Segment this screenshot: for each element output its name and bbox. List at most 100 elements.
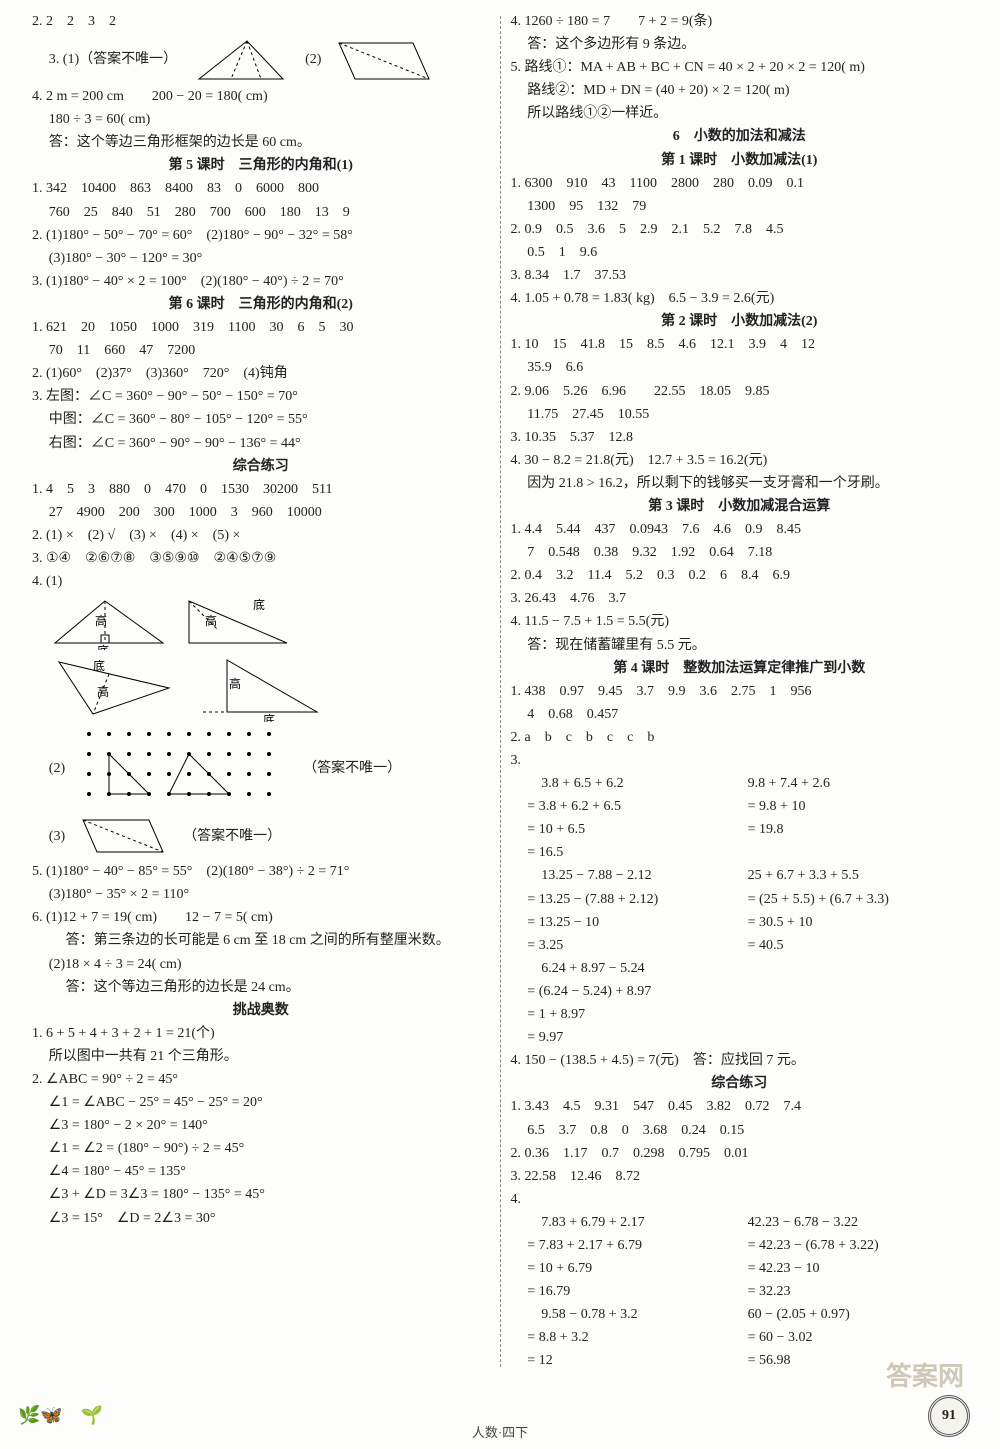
- text: 35.9 6.6: [511, 356, 969, 379]
- text: 答：这个等边三角形框架的边长是 60 cm。: [32, 131, 490, 154]
- text: 1. 438 0.97 9.45 3.7 9.9 3.6 2.75 1 956: [511, 680, 969, 703]
- text: 4. 2 m = 200 cm 200 − 20 = 180( cm): [32, 85, 490, 108]
- chapter-title: 6 小数的加法和减法: [511, 125, 969, 148]
- text: ∠3 + ∠D = 3∠3 = 180° − 135° = 45°: [32, 1183, 490, 1206]
- text: 所以路线①②一样近。: [511, 102, 969, 125]
- svg-text:底: 底: [93, 658, 105, 673]
- section-title: 第 5 课时 三角形的内角和(1): [32, 154, 490, 177]
- text: (2)18 × 4 ÷ 3 = 24( cm): [32, 953, 490, 976]
- text: 3. 26.43 4.76 3.7: [511, 587, 969, 610]
- text: (3): [49, 825, 65, 848]
- section-title: 第 3 课时 小数加减混合运算: [511, 495, 969, 518]
- parallelogram-figure: [79, 814, 169, 858]
- svg-text:底: 底: [253, 597, 265, 612]
- text: 27 4900 200 300 1000 3 960 10000: [32, 501, 490, 524]
- left-column: 2. 2 2 3 2 3. (1)（答案不唯一） (2) 4. 2 m = 20…: [22, 10, 500, 1373]
- calc-step: 60 − (2.05 + 0.97): [748, 1303, 968, 1326]
- calc-step: = 42.23 − 10: [748, 1257, 968, 1280]
- text: 2. 0.4 3.2 11.4 5.2 0.3 0.2 6 8.4 6.9: [511, 564, 969, 587]
- text: 760 25 840 51 280 700 600 180 13 9: [32, 201, 490, 224]
- section-title: 挑战奥数: [32, 999, 490, 1022]
- text: 1. 6 + 5 + 4 + 3 + 2 + 1 = 21(个): [32, 1022, 490, 1045]
- text: ∠3 = 180° − 2 × 20° = 140°: [32, 1114, 490, 1137]
- text: ∠1 = ∠2 = (180° − 90°) ÷ 2 = 45°: [32, 1137, 490, 1160]
- dot-grid-figure: [79, 724, 289, 812]
- text: 4. 150 − (138.5 + 4.5) = 7(元) 答：应找回 7 元。: [511, 1049, 969, 1072]
- text: 2. (1) × (2) √ (3) × (4) × (5) ×: [32, 524, 490, 547]
- text: 2. 0.9 0.5 3.6 5 2.9 2.1 5.2 7.8 4.5: [511, 218, 969, 241]
- text: 2. (1)180° − 50° − 70° = 60° (2)180° − 9…: [32, 224, 490, 247]
- calc-step: 13.25 − 7.88 − 2.12: [527, 864, 747, 887]
- text: 答：现在储蓄罐里有 5.5 元。: [511, 634, 969, 657]
- text: 答：第三条边的长可能是 6 cm 至 18 cm 之间的所有整厘米数。: [32, 929, 490, 952]
- text: 3. 22.58 12.46 8.72: [511, 1165, 969, 1188]
- text: 2. 0.36 1.17 0.7 0.298 0.795 0.01: [511, 1142, 969, 1165]
- svg-text:底: 底: [97, 643, 109, 650]
- triangle-figure: 高 底: [49, 595, 169, 650]
- text: 3. 8.34 1.7 37.53: [511, 264, 969, 287]
- triangle-figure: 高 底: [193, 652, 323, 722]
- section-title: 第 1 课时 小数加减法(1): [511, 149, 969, 172]
- text: 6.5 3.7 0.8 0 3.68 0.24 0.15: [511, 1119, 969, 1142]
- page-number: 91: [928, 1395, 970, 1437]
- section-title: 第 2 课时 小数加减法(2): [511, 310, 969, 333]
- svg-text:高: 高: [97, 684, 109, 699]
- calc-step: = 8.8 + 3.2: [527, 1326, 747, 1349]
- text: （答案不唯一）: [303, 757, 401, 780]
- text: 1. 4.4 5.44 437 0.0943 7.6 4.6 0.9 8.45: [511, 518, 969, 541]
- calc-step: = 19.8: [748, 818, 968, 841]
- text: ∠4 = 180° − 45° = 135°: [32, 1160, 490, 1183]
- text: 右图：∠C = 360° − 90° − 90° − 136° = 44°: [32, 432, 490, 455]
- calc-step: 9.58 − 0.78 + 3.2: [527, 1303, 747, 1326]
- text: 中图：∠C = 360° − 80° − 105° − 120° = 55°: [32, 408, 490, 431]
- text: 2. a b c b c c b: [511, 726, 969, 749]
- text: 6. (1)12 + 7 = 19( cm) 12 − 7 = 5( cm): [32, 906, 490, 929]
- text: 2. (1)60° (2)37° (3)360° 720° (4)钝角: [32, 362, 490, 385]
- text: （答案不唯一）: [183, 825, 281, 848]
- calc-step: = 10 + 6.5: [527, 818, 747, 841]
- section-title: 第 6 课时 三角形的内角和(2): [32, 293, 490, 316]
- triangle-figure: 底 高: [183, 595, 293, 650]
- calc-step: = 16.5: [527, 841, 747, 864]
- calc-step: 7.83 + 6.79 + 2.17: [527, 1211, 747, 1234]
- calc-step: 6.24 + 8.97 − 5.24: [527, 957, 747, 980]
- calc-step: = 10 + 6.79: [527, 1257, 747, 1280]
- calc-step: = 1 + 8.97: [527, 1003, 747, 1026]
- text: 2. 2 2 3 2: [32, 10, 490, 33]
- text: (2): [305, 48, 321, 71]
- text: (2): [49, 757, 65, 780]
- calc-step: = 30.5 + 10: [748, 911, 968, 934]
- svg-text:高: 高: [95, 613, 107, 628]
- triangle-figure: [191, 35, 291, 83]
- text: 3. (1)（答案不唯一）: [49, 48, 177, 71]
- text: 2. 9.06 5.26 6.96 22.55 18.05 9.85: [511, 380, 969, 403]
- text: 1. 342 10400 863 8400 83 0 6000 800: [32, 177, 490, 200]
- text: 3. 10.35 5.37 12.8: [511, 426, 969, 449]
- svg-text:高: 高: [205, 613, 217, 628]
- text: 4.: [511, 1188, 969, 1211]
- text: 4. (1): [32, 570, 490, 593]
- calc-step: = 12: [527, 1349, 747, 1372]
- parallelogram-figure: [335, 35, 435, 83]
- text: 路线②：MD + DN = (40 + 20) × 2 = 120( m): [511, 79, 969, 102]
- svg-text:高: 高: [229, 676, 241, 691]
- text: 1. 4 5 3 880 0 470 0 1530 30200 511: [32, 478, 490, 501]
- calc-step: = (6.24 − 5.24) + 8.97: [527, 980, 747, 1003]
- calc-step: = 42.23 − (6.78 + 3.22): [748, 1234, 968, 1257]
- calc-step: = 56.98: [748, 1349, 968, 1372]
- text: ∠3 = 15° ∠D = 2∠3 = 30°: [32, 1207, 490, 1230]
- text: 3.: [511, 749, 969, 772]
- calc-step: 25 + 6.7 + 3.3 + 5.5: [748, 864, 968, 887]
- text: 5. 路线①：MA + AB + BC + CN = 40 × 2 + 20 ×…: [511, 56, 969, 79]
- text: 3. (1)180° − 40° × 2 = 100° (2)(180° − 4…: [32, 270, 490, 293]
- text: 70 11 660 47 7200: [32, 339, 490, 362]
- text: 答：这个多边形有 9 条边。: [511, 33, 969, 56]
- text: 3. 左图：∠C = 360° − 90° − 50° − 150° = 70°: [32, 385, 490, 408]
- calc-step: 42.23 − 6.78 − 3.22: [748, 1211, 968, 1234]
- text: 2. ∠ABC = 90° ÷ 2 = 45°: [32, 1068, 490, 1091]
- text: 1300 95 132 79: [511, 195, 969, 218]
- calc-step: = 32.23: [748, 1280, 968, 1303]
- calc-step: = 60 − 3.02: [748, 1326, 968, 1349]
- calc-step: = 13.25 − (7.88 + 2.12): [527, 888, 747, 911]
- right-column: 4. 1260 ÷ 180 = 7 7 + 2 = 9(条) 答：这个多边形有 …: [501, 10, 979, 1373]
